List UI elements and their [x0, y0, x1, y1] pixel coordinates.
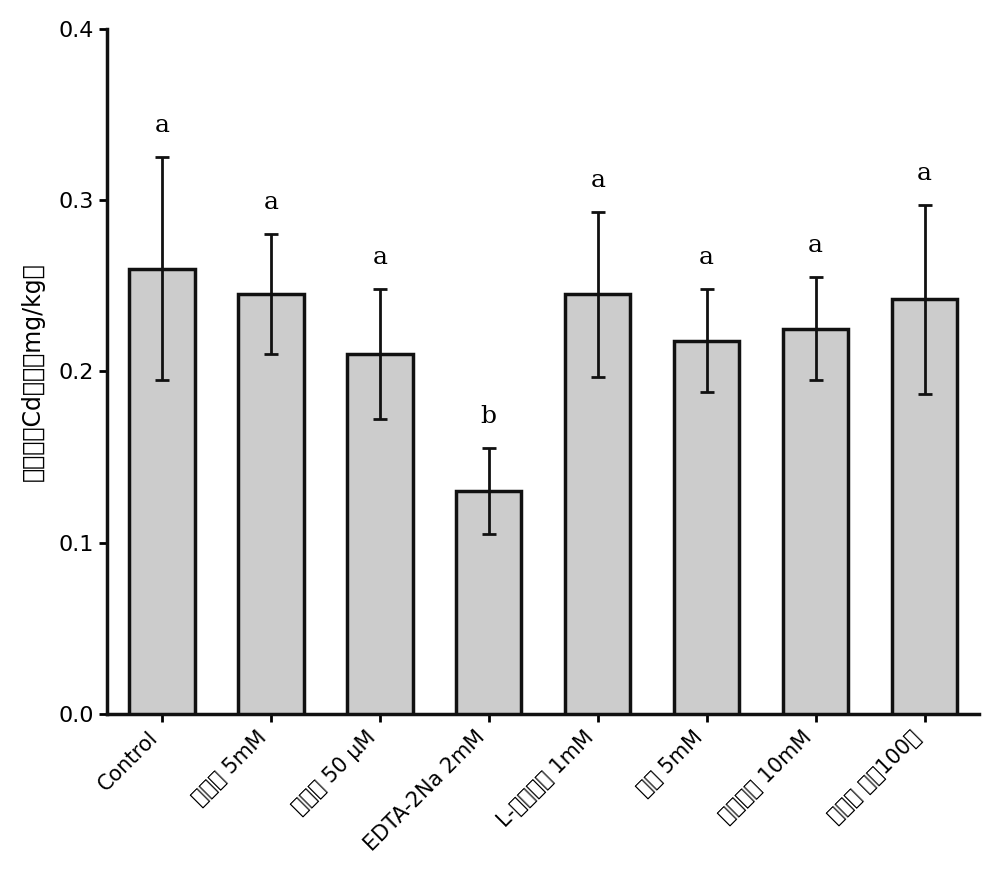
Bar	[565, 294, 630, 714]
Text: a: a	[699, 245, 714, 269]
Text: b: b	[481, 405, 497, 427]
Bar	[456, 491, 521, 714]
Text: a: a	[372, 245, 387, 269]
Text: a: a	[154, 114, 169, 137]
Bar	[238, 294, 304, 714]
Text: a: a	[917, 162, 932, 185]
Bar	[674, 341, 739, 714]
Bar	[347, 354, 413, 714]
Text: a: a	[808, 234, 823, 257]
Bar	[783, 328, 848, 714]
Text: a: a	[590, 168, 605, 192]
Text: a: a	[263, 191, 278, 214]
Y-axis label: 小麦籽粒Cd含量（mg/kg）: 小麦籽粒Cd含量（mg/kg）	[21, 262, 45, 481]
Bar	[892, 300, 957, 714]
Bar	[129, 269, 195, 714]
